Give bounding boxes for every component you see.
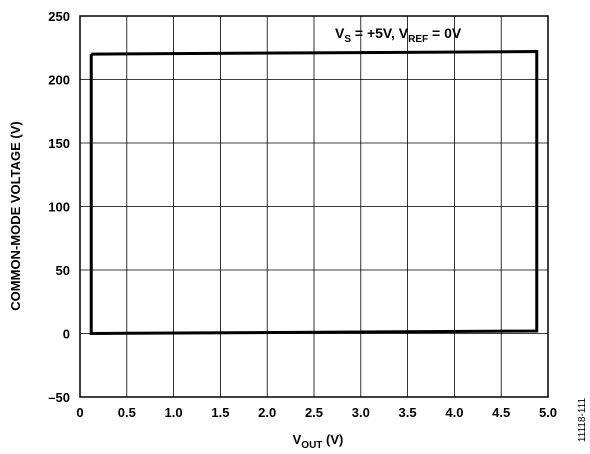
x-tick-label: 4.0	[445, 405, 463, 420]
x-tick-label: 2.5	[305, 405, 323, 420]
x-tick-label: 0	[76, 405, 83, 420]
x-tick-label: 3.5	[399, 405, 417, 420]
x-tick-labels: 0 0.5 1.0 1.5 2.0 2.5 3.0 3.5 4.0 4.5 5.0	[76, 405, 557, 420]
y-tick-label: 150	[48, 136, 70, 151]
x-axis-label: VOUT (V)	[293, 432, 344, 451]
common-mode-range-boundary	[89, 50, 539, 336]
x-tick-label: 1.5	[211, 405, 229, 420]
y-tick-label: 50	[56, 263, 70, 278]
y-tick-label: 200	[48, 73, 70, 88]
plot-frame	[79, 15, 549, 398]
figure-id: 11118-111	[577, 398, 588, 443]
y-tick-label: 100	[48, 200, 70, 215]
x-tick-label: 0.5	[118, 405, 136, 420]
x-tick-label: 4.5	[492, 405, 510, 420]
x-tick-label: 3.0	[352, 405, 370, 420]
y-tick-label: 250	[48, 9, 70, 24]
grid-lines	[79, 15, 549, 398]
x-tick-label: 1.0	[165, 405, 183, 420]
y-tick-label: –50	[48, 390, 70, 405]
condition-annotation: VS = +5V, VREF = 0V	[335, 25, 462, 45]
y-tick-label: 0	[63, 327, 70, 342]
x-tick-label: 2.0	[258, 405, 276, 420]
y-tick-labels: –50 0 50 100 150 200 250	[48, 9, 70, 405]
y-axis-label: COMMON-MODE VOLTAGE (V)	[8, 121, 23, 310]
x-tick-label: 5.0	[539, 405, 557, 420]
